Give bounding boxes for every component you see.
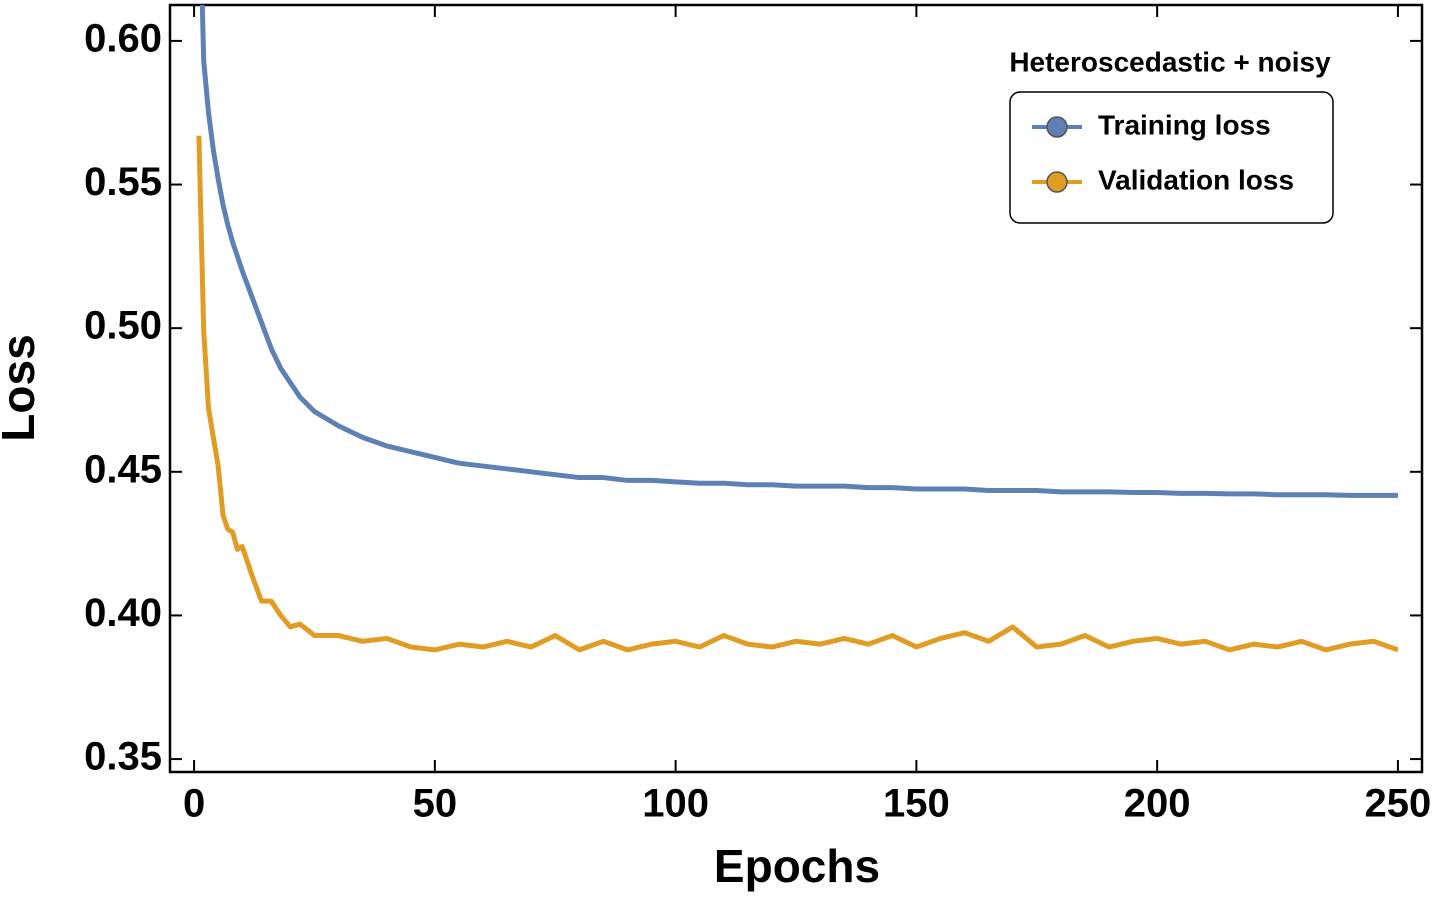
x-tick-label: 50 (413, 782, 458, 826)
x-tick-label: 250 (1365, 782, 1432, 826)
y-tick-label: 0.40 (84, 591, 162, 635)
y-tick-label: 0.50 (84, 304, 162, 348)
y-tick-label: 0.45 (84, 447, 162, 491)
plot-area (196, 5, 1399, 653)
y-tick-label: 0.55 (84, 160, 162, 204)
data-line (196, 135, 1399, 653)
x-tick-label: 100 (642, 782, 709, 826)
y-tick-label: 0.60 (84, 16, 162, 60)
x-tick-label: 200 (1124, 782, 1191, 826)
x-axis-label: Epochs (714, 840, 880, 892)
legend-label: Training loss (1098, 109, 1271, 140)
plot-frame (168, 3, 1424, 774)
data-line (199, 5, 1398, 498)
legend-marker (1046, 116, 1068, 138)
y-tick-label: 0.35 (84, 735, 162, 779)
y-axis-label: Loss (0, 334, 44, 441)
x-tick-label: 0 (183, 782, 205, 826)
legend-box (1009, 91, 1334, 224)
x-tick-label: 150 (883, 782, 950, 826)
legend-label: Validation loss (1098, 164, 1294, 195)
legend-marker (1046, 171, 1068, 193)
legend-title: Heteroscedastic + noisy (1009, 46, 1331, 77)
